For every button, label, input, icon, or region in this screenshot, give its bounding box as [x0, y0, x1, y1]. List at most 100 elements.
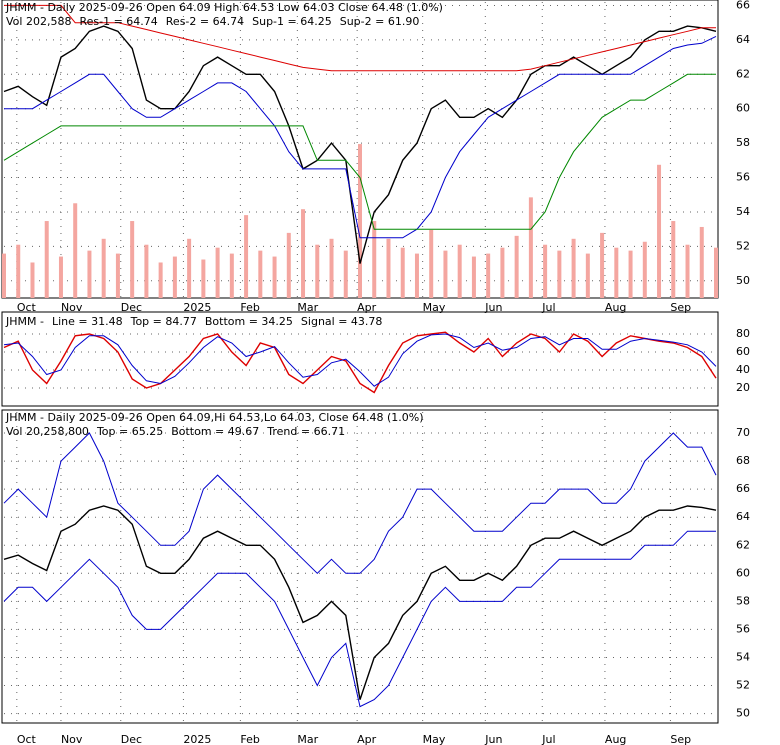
- volume-bar: [657, 164, 662, 298]
- legend-text: JHMM - Daily 2025-09-26 Open 64.09,Hi 64…: [5, 411, 424, 424]
- volume-bar: [372, 221, 377, 298]
- volume-bar: [557, 250, 562, 298]
- x-tick-label: Oct: [17, 733, 37, 745]
- x-tick-label: Apr: [357, 733, 377, 745]
- legend-text: Bottom = 34.25: [205, 315, 293, 328]
- legend-text: Signal = 43.78: [301, 315, 383, 328]
- volume-bar: [699, 226, 704, 298]
- y-tick-label: 54: [736, 650, 750, 663]
- y-tick-label: 70: [736, 426, 750, 439]
- series-line: [3, 333, 717, 387]
- volume-bar: [144, 244, 149, 298]
- legend-text: Bottom = 49.67: [171, 425, 259, 438]
- legend-text: Top = 84.77: [130, 315, 197, 328]
- x-tick-label: Jun: [484, 301, 502, 314]
- x-tick-label: Nov: [61, 301, 83, 314]
- volume-bar: [172, 256, 177, 298]
- x-tick-label: Jun: [484, 733, 502, 745]
- y-tick-label: 50: [736, 707, 750, 720]
- volume-bar: [215, 247, 220, 298]
- trend-panel: [1, 409, 719, 724]
- volume-bar: [386, 238, 391, 298]
- volume-bar: [16, 244, 21, 298]
- volume-bar: [329, 238, 334, 298]
- volume-bar: [429, 229, 434, 298]
- x-tick-label: Dec: [121, 301, 142, 314]
- volume-bar: [414, 253, 419, 298]
- y-tick-label: 60: [736, 102, 750, 115]
- volume-bar: [73, 203, 78, 298]
- y-tick-label: 20: [736, 381, 750, 394]
- volume-bar: [600, 232, 605, 298]
- x-tick-label: Feb: [240, 301, 259, 314]
- y-tick-label: 68: [736, 454, 750, 467]
- x-tick-label: May: [423, 301, 446, 314]
- volume-bar: [614, 247, 619, 298]
- x-tick-label: Aug: [605, 301, 626, 314]
- y-tick-label: 58: [736, 136, 750, 149]
- y-tick-label: 40: [736, 363, 750, 376]
- volume-bar: [571, 238, 576, 298]
- volume-bar: [2, 253, 6, 298]
- x-tick-label: Apr: [357, 301, 377, 314]
- series-line: [3, 505, 717, 700]
- x-tick-label: Mar: [297, 301, 318, 314]
- volume-bar: [201, 259, 206, 298]
- y-tick-label: 58: [736, 594, 750, 607]
- volume-bar: [244, 215, 249, 298]
- volume-bar: [87, 250, 92, 298]
- y-tick-label: 50: [736, 274, 750, 287]
- volume-bar: [301, 209, 306, 298]
- y-tick-label: 52: [736, 239, 750, 252]
- x-tick-label: May: [423, 733, 446, 745]
- y-tick-label: 62: [736, 538, 750, 551]
- volume-bar: [628, 250, 633, 298]
- volume-bar: [443, 250, 448, 298]
- y-tick-label: 80: [736, 327, 750, 340]
- legend-text: Trend = 66.71: [266, 425, 345, 438]
- volume-bar: [187, 238, 192, 298]
- x-tick-label: Mar: [297, 733, 318, 745]
- volume-bar: [229, 253, 234, 298]
- x-tick-label: Nov: [61, 733, 83, 745]
- volume-bar: [130, 221, 135, 298]
- legend-text: Res-2 = 64.74: [166, 15, 244, 28]
- volume-bar: [585, 253, 590, 298]
- volume-bar: [714, 247, 718, 298]
- y-tick-label: 60: [736, 566, 750, 579]
- y-tick-label: 62: [736, 67, 750, 80]
- x-tick-label: Feb: [240, 733, 259, 745]
- volume-bar: [30, 262, 35, 298]
- volume-bar: [543, 244, 548, 298]
- volume-bar: [400, 247, 405, 298]
- y-tick-label: 56: [736, 171, 750, 184]
- volume-bar: [258, 250, 263, 298]
- volume-bar: [500, 247, 505, 298]
- series-line: [3, 25, 717, 264]
- series-line: [3, 432, 717, 575]
- volume-bar: [671, 221, 676, 298]
- y-tick-label: 64: [736, 510, 750, 523]
- x-tick-label: 2025: [183, 301, 211, 314]
- legend-text: JHMM -: [5, 315, 44, 328]
- volume-bar: [315, 244, 320, 298]
- y-tick-label: 66: [736, 482, 750, 495]
- series-line: [3, 530, 716, 708]
- volume-bar: [44, 221, 49, 298]
- series-line: [3, 73, 716, 230]
- oscillator-panel: [1, 311, 719, 407]
- volume-bar: [528, 197, 533, 298]
- volume-bar: [685, 244, 690, 298]
- volume-bar: [358, 144, 362, 298]
- x-tick-label: Aug: [605, 733, 626, 745]
- legend-text: Res-1 = 64.74: [79, 15, 157, 28]
- x-tick-label: Oct: [17, 301, 37, 314]
- y-tick-label: 52: [736, 679, 750, 692]
- legend-text: Vol 202,588: [6, 15, 71, 28]
- series-line: [4, 4, 716, 72]
- legend-text: Sup-1 = 64.25: [252, 15, 332, 28]
- x-tick-label: Jul: [541, 733, 555, 745]
- legend-text: JHMM - Daily 2025-09-26 Open 64.09 High …: [5, 1, 443, 14]
- volume-bar: [286, 232, 291, 298]
